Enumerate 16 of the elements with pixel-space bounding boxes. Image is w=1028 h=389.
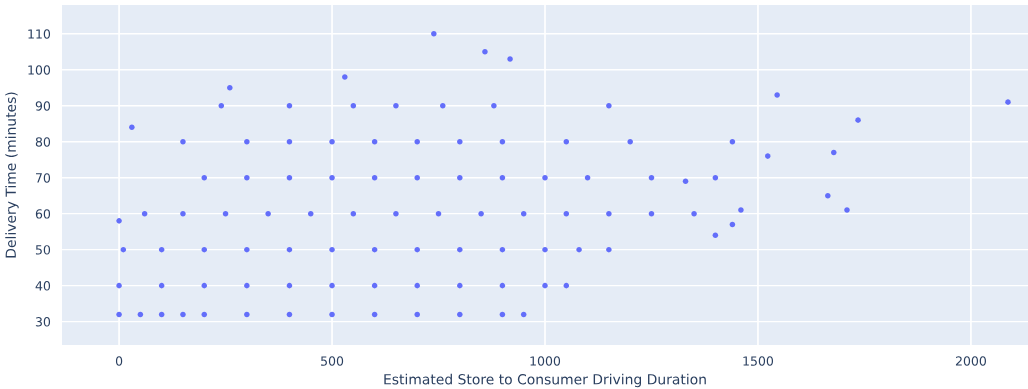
y-tick-label: 70 [36,173,51,183]
y-tick-label: 60 [35,209,51,219]
x-tick-label: 0 [115,356,123,366]
x-tick-label: 2000 [955,356,986,366]
x-tick-label: 500 [321,356,344,366]
y-tick-label: 30 [35,317,51,327]
y-axis-title: Delivery Time (minutes) [5,92,19,258]
y-tick-label: 80 [35,137,51,147]
y-tick-label: 110 [28,29,51,39]
y-tick-label: 40 [35,281,51,291]
x-tick-label: 1000 [530,356,561,366]
y-tick-label: 50 [35,245,51,255]
x-axis-title: Estimated Store to Consumer Driving Duration [384,373,706,388]
y-tick-label: 90 [35,101,51,111]
y-tick-label: 100 [28,65,51,75]
x-tick-label: 1500 [743,356,774,366]
